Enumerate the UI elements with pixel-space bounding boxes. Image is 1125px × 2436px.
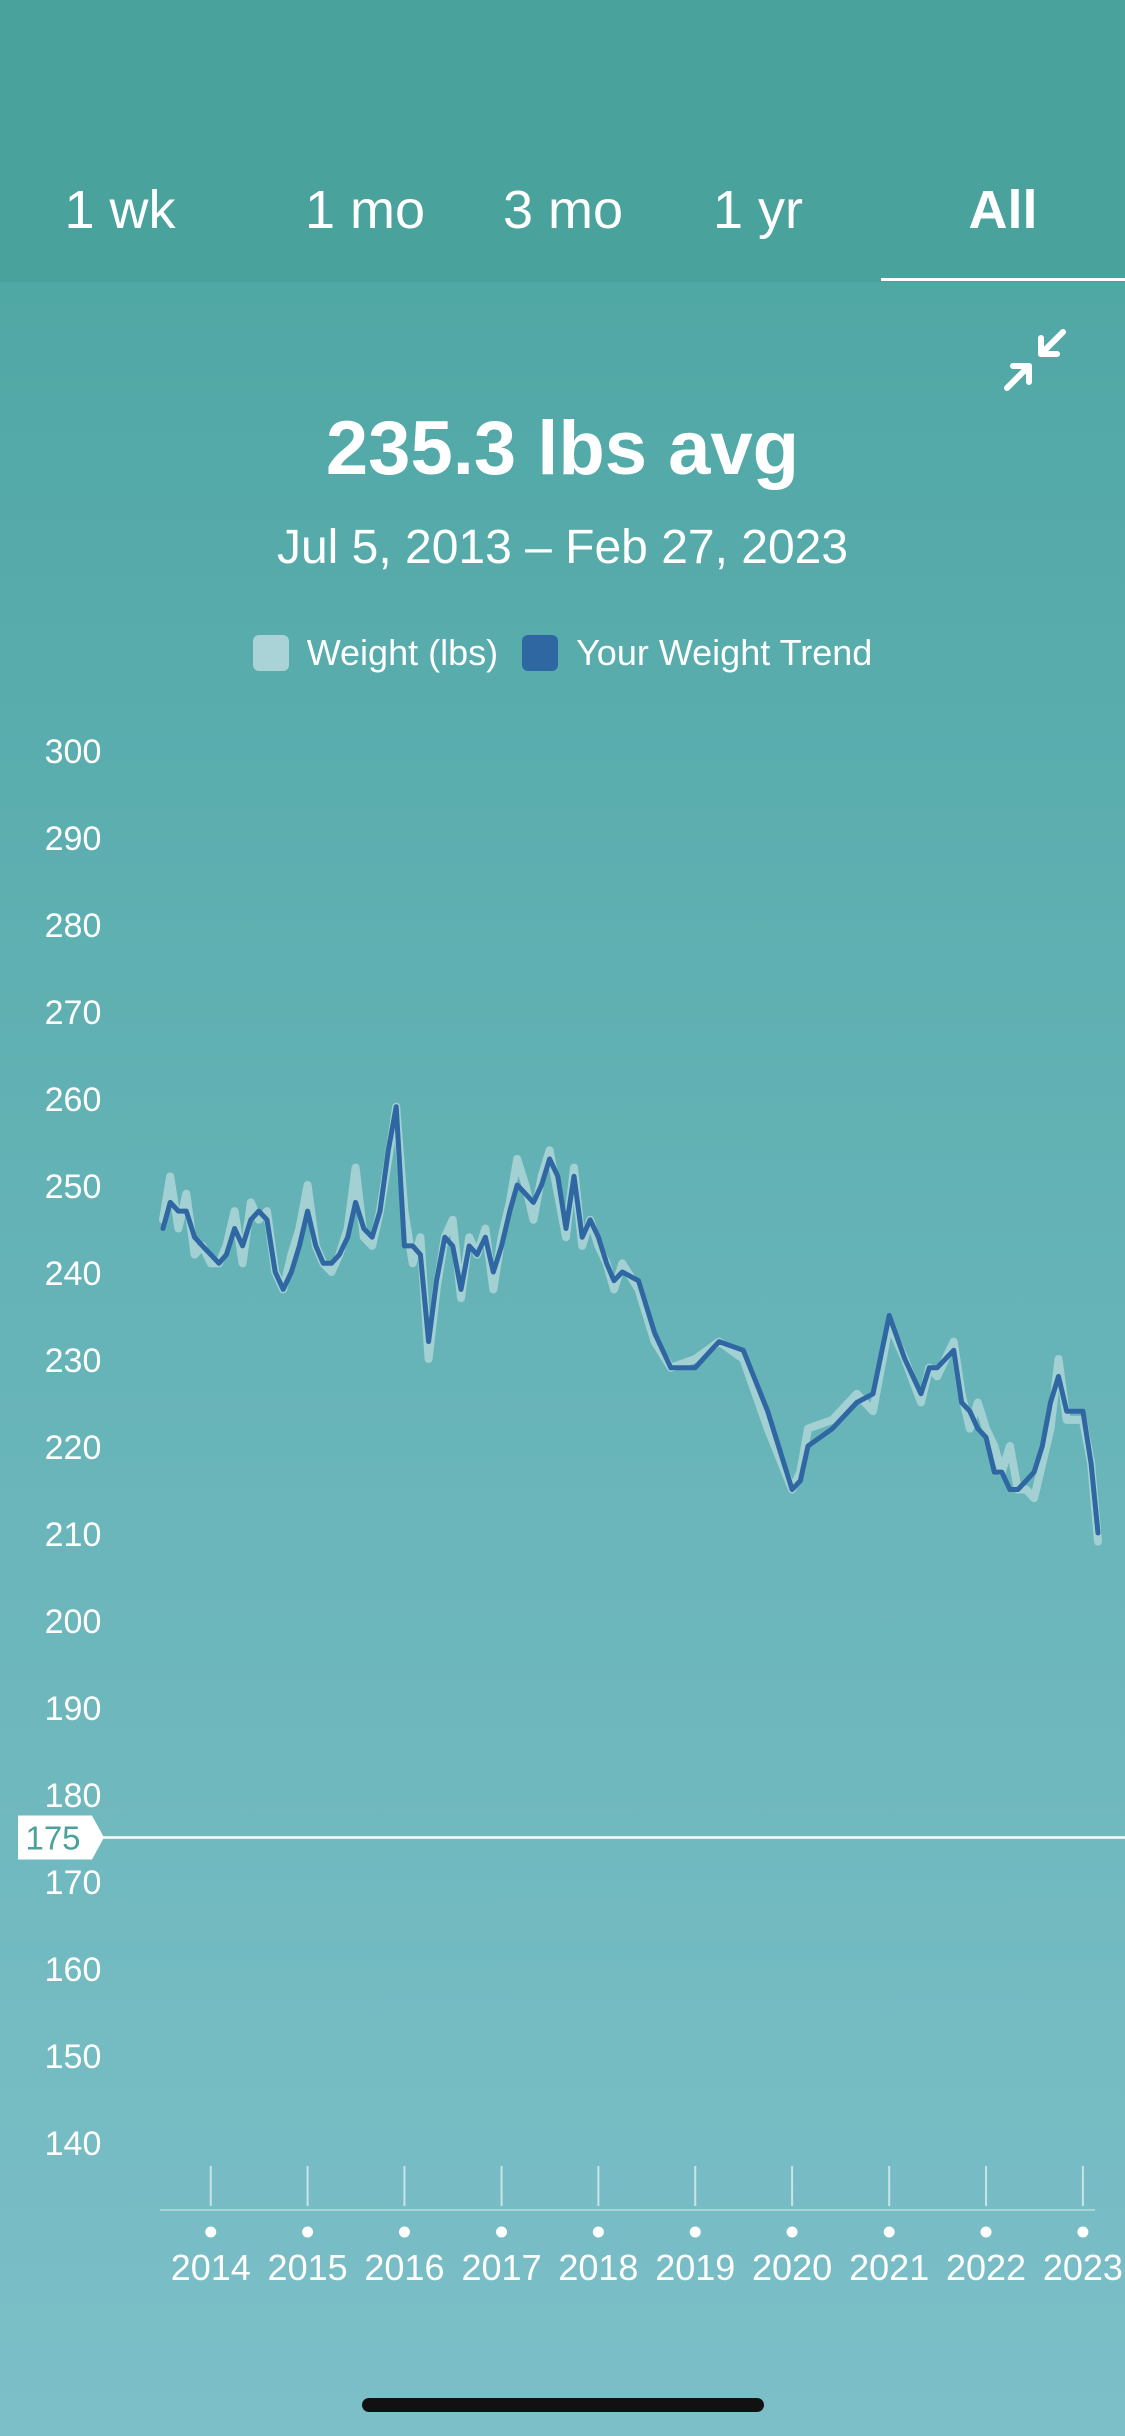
x-tick-dot	[883, 2226, 895, 2238]
active-tab-indicator	[881, 278, 1125, 281]
x-tick-dot	[592, 2226, 604, 2238]
weight-chart: 300 290 280 270 260 250 240 230 220 210 200 190 180 1…	[18, 733, 1125, 2288]
range-tab-bar: 1 wk 1 mo 3 mo 1 yr All	[0, 0, 1125, 282]
y-tick-label: 140	[45, 2125, 102, 2163]
y-tick-label: 150	[45, 2038, 102, 2076]
y-tick-label: 180	[45, 1777, 102, 1815]
x-tick-label: 2023	[1043, 2247, 1123, 2288]
chart-legend: Weight (lbs) Your Weight Trend	[0, 632, 1125, 674]
y-tick-label: 170	[45, 1864, 102, 1902]
weight-series-line	[159, 1102, 1102, 1546]
goal-badge	[18, 1815, 104, 1860]
legend-label-trend: Your Weight Trend	[576, 632, 873, 673]
x-tick-dot	[398, 2226, 410, 2238]
y-tick-label: 200	[45, 1603, 102, 1641]
tab-1-week[interactable]: 1 wk	[64, 180, 176, 240]
y-tick-label: 290	[45, 820, 102, 858]
tab-1-month[interactable]: 1 mo	[304, 180, 426, 240]
y-tick-label: 220	[45, 1429, 102, 1467]
x-tick-label: 2016	[364, 2247, 444, 2288]
legend-swatch-weight	[252, 635, 289, 671]
legend-item-weight: Weight (lbs)	[252, 632, 499, 674]
x-tick-dot	[496, 2226, 508, 2238]
y-tick-label: 300	[45, 733, 102, 771]
y-tick-label: 230	[45, 1342, 102, 1380]
x-tick-label: 2019	[655, 2247, 735, 2288]
x-tick-dot	[980, 2226, 992, 2238]
x-tick-dot	[1077, 2226, 1089, 2238]
home-indicator	[362, 2398, 764, 2412]
x-tick-dot	[302, 2226, 314, 2238]
x-tick-dot	[689, 2226, 701, 2238]
y-tick-label: 160	[45, 1951, 102, 1989]
date-range-label: Jul 5, 2013 – Feb 27, 2023	[276, 521, 849, 574]
average-weight-heading: 235.3 lbs avg	[325, 406, 800, 491]
y-tick-label: 260	[45, 1081, 102, 1119]
collapse-arrows-icon	[1004, 329, 1066, 391]
legend-swatch-trend	[522, 635, 559, 671]
x-tick-dot	[786, 2226, 798, 2238]
y-tick-label: 270	[45, 994, 102, 1032]
x-tick-label: 2020	[752, 2247, 832, 2288]
trend-series-line	[160, 1104, 1101, 1536]
x-tick-label: 2017	[462, 2247, 542, 2288]
tab-all[interactable]: All	[968, 180, 1038, 240]
legend-label-weight: Weight (lbs)	[306, 632, 499, 673]
y-tick-label: 280	[45, 907, 102, 945]
collapse-button[interactable]	[995, 320, 1075, 400]
goal-label: 175	[25, 1820, 80, 1857]
tab-3-months[interactable]: 3 mo	[502, 180, 624, 240]
tab-1-year[interactable]: 1 yr	[712, 180, 804, 240]
x-tick-label: 2022	[946, 2247, 1026, 2288]
legend-item-trend: Your Weight Trend	[522, 632, 872, 674]
y-tick-label: 250	[45, 1168, 102, 1206]
y-tick-label: 240	[45, 1255, 102, 1293]
x-tick-label: 2021	[849, 2247, 929, 2288]
x-tick-label: 2015	[268, 2247, 348, 2288]
y-tick-label: 210	[45, 1516, 102, 1554]
x-tick-dot	[205, 2226, 217, 2238]
x-tick-label: 2018	[558, 2247, 638, 2288]
y-tick-label: 190	[45, 1690, 102, 1728]
x-tick-label: 2014	[171, 2247, 251, 2288]
